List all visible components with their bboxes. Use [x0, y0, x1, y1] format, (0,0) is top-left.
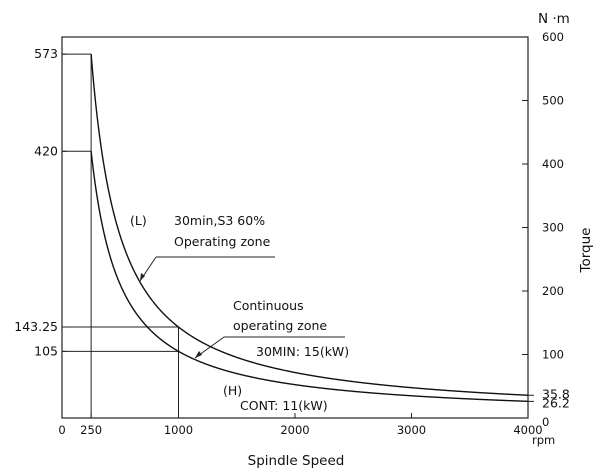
right-tick-label-6: 600: [542, 30, 564, 44]
tick-marks: [61, 36, 534, 419]
leader-cont-arrow: [195, 351, 202, 358]
right-tick-label-5: 500: [542, 94, 564, 108]
torque-curves: [90, 54, 529, 403]
x-tick-label-1: 250: [80, 423, 102, 437]
annotation-power-30min: 30MIN: 15(kW): [256, 344, 349, 359]
left-tick-label-3: 105: [34, 343, 58, 358]
annotation-s3-mode: (L): [130, 213, 147, 228]
right-tick-label-1: 100: [542, 348, 564, 362]
x-tick-label-0: 0: [58, 423, 65, 437]
x-tick-label-4: 3000: [397, 423, 426, 437]
annotation-cont-title: Continuous: [233, 298, 304, 313]
x-unit-label: rpm: [532, 433, 555, 447]
left-tick-label-2: 143.25: [14, 319, 58, 334]
y-axis-title: Torque: [578, 228, 594, 274]
tick-labels: 0 250 1000 2000 3000 400001002003004005006005…: [14, 30, 570, 437]
right-tick-label-0: 0: [542, 415, 549, 429]
right-tick-label-4: 400: [542, 157, 564, 171]
annotation-cont-zone: operating zone: [233, 318, 327, 333]
left-tick-label-1: 420: [34, 143, 58, 158]
annotation-power-cont: CONT: 11(kW): [240, 398, 328, 413]
end-value-label-1: 26.2: [542, 395, 570, 410]
end-value-label-0: 35.8: [542, 386, 570, 401]
x-axis-title: Spindle Speed: [248, 453, 345, 469]
series-line-cont: [90, 151, 529, 403]
series-line-s3: [90, 54, 529, 396]
reference-lines: [62, 53, 179, 418]
x-tick-label-3: 2000: [280, 423, 309, 437]
right-tick-label-3: 300: [542, 221, 564, 235]
x-tick-label-5: 4000: [513, 423, 542, 437]
y-unit-label: N ·m: [538, 11, 570, 27]
right-tick-label-2: 200: [542, 284, 564, 298]
annotation-s3-zone: Operating zone: [174, 234, 271, 249]
annotation-mode-h: (H): [223, 383, 242, 398]
x-tick-label-2: 1000: [164, 423, 193, 437]
leader-s3-arrow: [140, 273, 145, 281]
left-tick-label-0: 573: [34, 46, 58, 61]
annotation-s3-title: 30min,S3 60%: [174, 213, 265, 228]
